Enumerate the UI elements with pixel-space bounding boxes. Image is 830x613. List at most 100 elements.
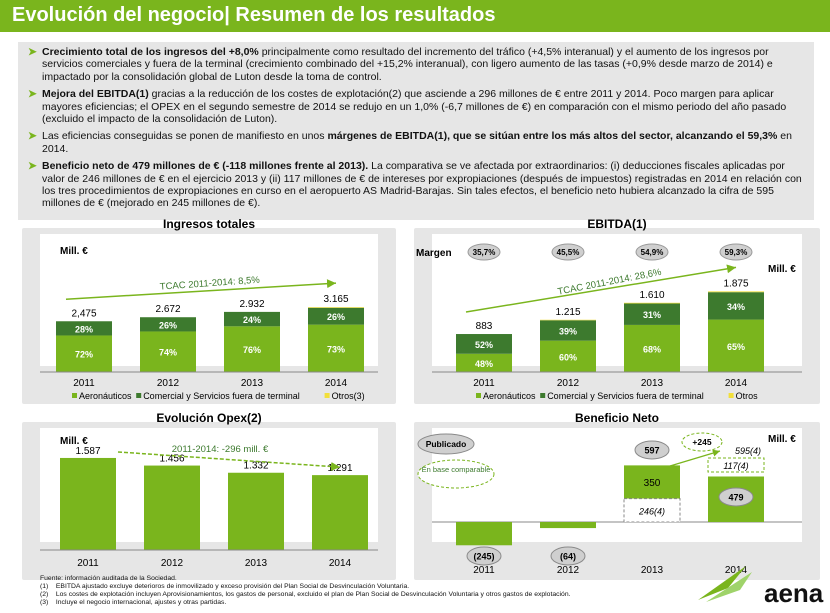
legend-label: Aeronáuticos bbox=[483, 391, 536, 401]
comparable-arrow bbox=[669, 449, 721, 467]
bar-segment bbox=[708, 319, 764, 372]
bar-segment-label: 26% bbox=[159, 320, 177, 330]
x-tick-label: 2014 bbox=[725, 565, 748, 576]
bar-total-label: 1.875 bbox=[723, 278, 748, 289]
bar-segment-label: 74% bbox=[159, 348, 177, 358]
bar-segment bbox=[308, 307, 364, 325]
margin-bubble bbox=[719, 243, 753, 261]
margin-label: Margen bbox=[416, 248, 452, 259]
value-bubble-label: (64) bbox=[560, 552, 576, 562]
bar-segment bbox=[140, 331, 196, 372]
bar-segment-label: 60% bbox=[559, 352, 577, 362]
trend-arrow bbox=[465, 264, 737, 313]
bar-segment bbox=[624, 302, 680, 304]
x-tick-label: 2012 bbox=[557, 378, 580, 389]
value-bubble bbox=[550, 546, 586, 566]
margin-value: 54,9% bbox=[641, 248, 664, 257]
x-tick-label: 2012 bbox=[161, 558, 184, 569]
bar-segment bbox=[624, 465, 680, 499]
bar-segment-label: 48% bbox=[475, 359, 493, 369]
bar-segment bbox=[456, 334, 512, 354]
bar bbox=[312, 475, 368, 550]
bar-segment-label: 26% bbox=[327, 312, 345, 322]
bar bbox=[60, 457, 116, 550]
bar-segment bbox=[540, 340, 596, 372]
chart-title: Evolución Opex(2) bbox=[156, 411, 261, 425]
legend-label: Otros(3) bbox=[332, 391, 365, 401]
legend-label: Comercial y Servicios fuera de terminal bbox=[143, 391, 300, 401]
bar-segment-label: 52% bbox=[475, 340, 493, 350]
arrow-icon: ➤ bbox=[28, 46, 37, 58]
logo-wing-icon bbox=[698, 566, 746, 600]
bar-segment bbox=[56, 321, 112, 336]
bar-total-label: 2,475 bbox=[71, 308, 96, 319]
bar-segment-label: 34% bbox=[727, 302, 745, 312]
chart-title: EBITDA(1) bbox=[587, 217, 646, 231]
page-title: Evolución del negocio| Resumen de los re… bbox=[0, 0, 830, 32]
bar-value-label: 1.332 bbox=[243, 461, 268, 472]
bar-segment bbox=[224, 311, 280, 327]
trend-arrow bbox=[117, 451, 341, 471]
comparable-box bbox=[707, 457, 765, 473]
legend-swatch bbox=[136, 393, 142, 398]
bar-segment-label: 73% bbox=[327, 344, 345, 354]
comparable-legend-bubble bbox=[417, 459, 495, 489]
bar-segment-label: 24% bbox=[243, 315, 261, 325]
trend-arrow bbox=[65, 279, 337, 301]
x-tick-label: 2011 bbox=[77, 558, 99, 569]
bar-segment bbox=[224, 326, 280, 372]
bar-segment bbox=[308, 324, 364, 372]
legend-label: Aeronáuticos bbox=[79, 391, 132, 401]
bar-segment bbox=[708, 291, 764, 293]
value-bubble-label: (245) bbox=[473, 552, 494, 562]
bar-total-label: 1.215 bbox=[555, 307, 580, 318]
legend-swatch bbox=[476, 393, 481, 398]
margin-value: 35,7% bbox=[473, 248, 496, 257]
x-tick-label: 2014 bbox=[725, 378, 748, 389]
bar-value-label: 1.456 bbox=[159, 454, 184, 465]
bar-segment bbox=[308, 307, 364, 308]
unit-label: Mill. € bbox=[768, 434, 796, 445]
value-bubble bbox=[634, 440, 670, 460]
chart-title: Ingresos totales bbox=[163, 217, 255, 231]
bar-segment bbox=[456, 353, 512, 372]
footnotes: Fuente: información auditada de la Socie… bbox=[40, 575, 660, 607]
chart-opex: Evolución Opex(2) Mill. €1.587 2011 1.456 20… bbox=[20, 410, 398, 582]
x-tick-label: 2013 bbox=[245, 558, 268, 569]
bar-segment-label: 39% bbox=[559, 326, 577, 336]
arrow-icon: ➤ bbox=[28, 160, 37, 173]
bar-segment bbox=[623, 498, 681, 523]
legend-label: Comercial y Servicios fuera de terminal bbox=[547, 391, 704, 401]
chart-net-profit: Beneficio Neto Mill. € 2011 2012 2013 2014 350… bbox=[412, 410, 822, 582]
legend-swatch bbox=[728, 393, 734, 398]
bullet-net-profit: ➤ Beneficio neto de 479 millones de € (-… bbox=[28, 160, 802, 210]
x-tick-label: 2014 bbox=[325, 378, 348, 389]
unit-label: Mill. € bbox=[60, 436, 88, 447]
bar-segment bbox=[708, 292, 764, 320]
x-tick-label: 2013 bbox=[641, 565, 664, 576]
bar-segment bbox=[540, 319, 596, 321]
margin-bubble bbox=[635, 243, 669, 261]
footnote-1: (1) EBITDA ajustado excluye deterioros d… bbox=[40, 583, 410, 590]
bar-segment bbox=[56, 335, 112, 372]
bar-value-label: 1.587 bbox=[75, 446, 100, 457]
trend-label: 2011-2014: -296 mill. € bbox=[172, 444, 269, 455]
bar-segment bbox=[624, 303, 680, 325]
footnote-2: (2) Los costes de explotación incluyen A… bbox=[40, 591, 571, 598]
bar-total-label: 883 bbox=[476, 321, 493, 332]
x-tick-label: 2011 bbox=[73, 378, 95, 389]
unit-label: Mill. € bbox=[768, 264, 796, 275]
margin-value: 45,5% bbox=[557, 248, 580, 257]
footnote-3: (3) Incluye el negocio internacional, aj… bbox=[40, 599, 227, 606]
comparable-legend-label: En base comparable bbox=[422, 465, 491, 474]
delta-bubble bbox=[681, 432, 723, 452]
x-tick-label: 2013 bbox=[241, 378, 264, 389]
x-tick-label: 2013 bbox=[641, 378, 664, 389]
chart-title: Beneficio Neto bbox=[575, 411, 659, 425]
bar-segment-label: 350 bbox=[644, 478, 661, 489]
bullet-ebitda: ➤ Mejora del EBITDA(1) gracias a la redu… bbox=[28, 88, 787, 126]
bar bbox=[144, 465, 200, 550]
x-tick-label: 2012 bbox=[157, 378, 180, 389]
margin-value: 59,3% bbox=[725, 248, 748, 257]
published-bubble bbox=[417, 433, 475, 455]
